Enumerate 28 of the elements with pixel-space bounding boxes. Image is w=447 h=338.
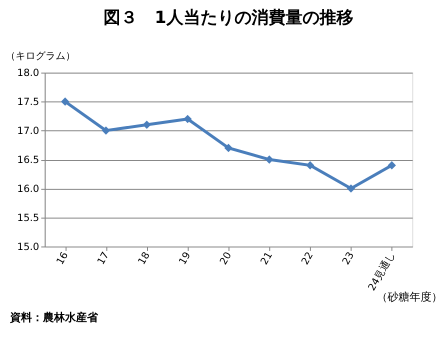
point — [142, 120, 151, 129]
y-axis-title: （キログラム） — [5, 51, 76, 62]
x-tick-label: 18 — [136, 250, 152, 267]
x-tick-label: 17 — [96, 250, 112, 267]
y-tick-label: 17.5 — [17, 97, 40, 108]
x-tick-label: 19 — [177, 250, 194, 267]
y-tick-label: 16.0 — [17, 184, 40, 195]
y-tick-label: 18.0 — [17, 68, 40, 80]
point — [60, 97, 70, 106]
y-tick-label: 15.5 — [17, 212, 40, 224]
point — [102, 126, 110, 135]
y-tick-label: 17.0 — [17, 126, 40, 138]
x-tick-label: 21 — [259, 250, 275, 267]
x-tick-label: 23 — [340, 250, 357, 267]
text: 資料：農林水産省 — [8, 310, 99, 324]
point — [346, 184, 356, 193]
x-tick-label: 20 — [218, 250, 234, 267]
x-tick-label: 24見通し — [366, 250, 398, 293]
y-tick-label: 15.0 — [17, 242, 40, 253]
y-tick-label: 16.5 — [17, 155, 40, 166]
x-tick-label: 22 — [300, 250, 316, 267]
point — [306, 161, 314, 170]
chart-title: 図３ 1人当たりの消費量の推移 — [104, 6, 354, 27]
point — [265, 155, 274, 164]
x-axis-title: （砂糖年度） — [376, 290, 443, 304]
x-tick-label: 16 — [54, 250, 71, 267]
point — [388, 161, 396, 170]
point — [224, 144, 233, 152]
